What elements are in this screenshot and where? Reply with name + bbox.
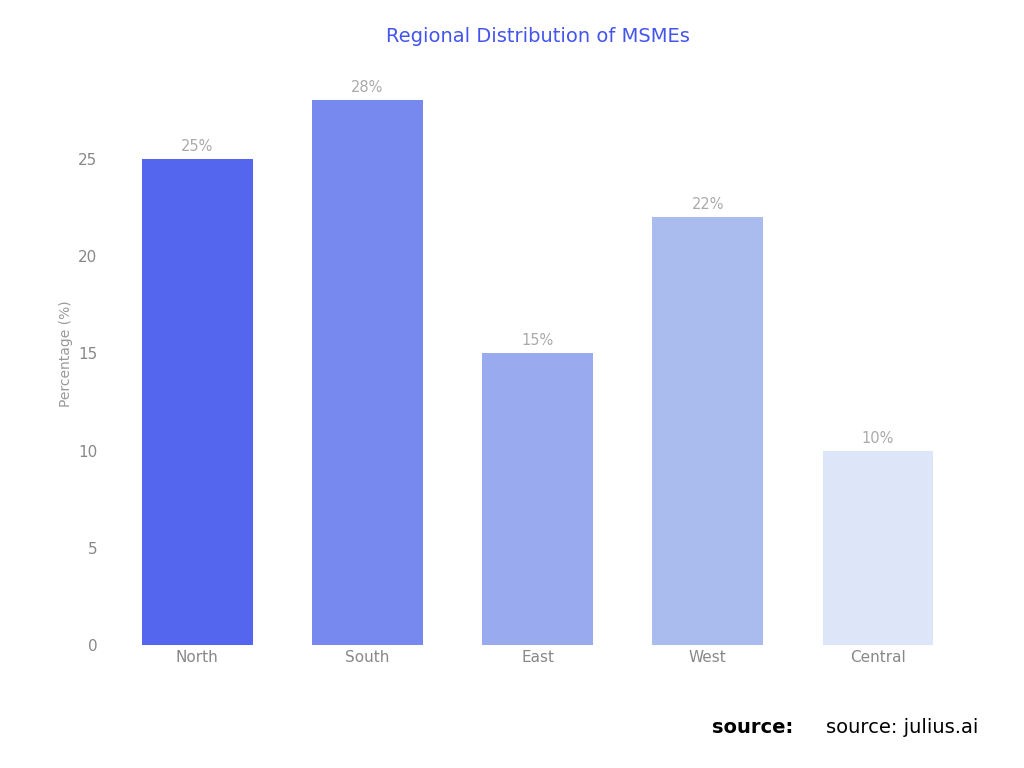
Text: 10%: 10% <box>862 431 894 445</box>
Text: source: julius.ai: source: julius.ai <box>825 718 978 737</box>
Y-axis label: Percentage (%): Percentage (%) <box>58 300 73 406</box>
Text: source:: source: <box>712 718 793 737</box>
Bar <box>822 451 933 645</box>
Bar <box>142 159 253 645</box>
Bar <box>652 217 763 645</box>
Text: 22%: 22% <box>691 197 724 212</box>
Text: 15%: 15% <box>521 333 554 349</box>
Text: 28%: 28% <box>351 81 384 95</box>
Bar <box>312 101 423 645</box>
Bar <box>482 353 593 645</box>
Title: Regional Distribution of MSMEs: Regional Distribution of MSMEs <box>386 27 689 46</box>
Text: 25%: 25% <box>181 139 213 154</box>
